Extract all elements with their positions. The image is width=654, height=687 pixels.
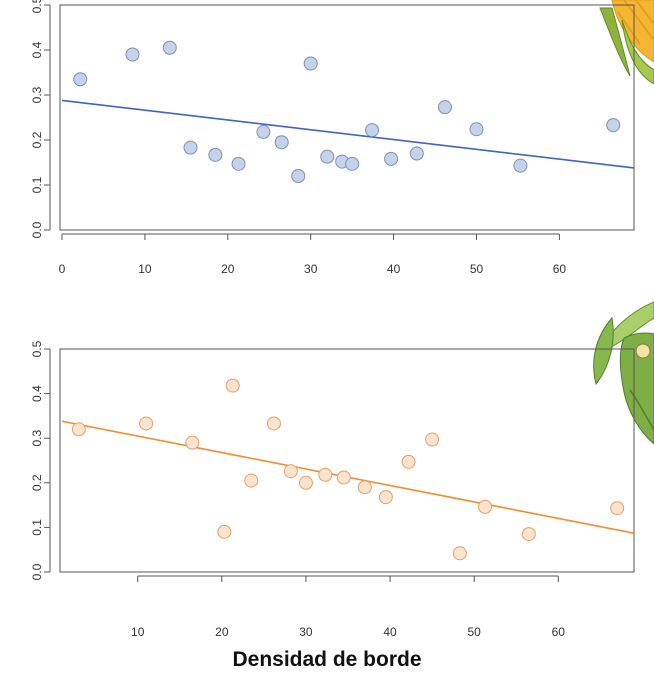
data-points bbox=[71, 378, 625, 561]
data-point bbox=[606, 118, 621, 133]
data-point bbox=[357, 480, 372, 495]
data-point bbox=[231, 156, 246, 171]
y-tick-label: 0.0 bbox=[30, 221, 44, 238]
data-point bbox=[298, 475, 313, 490]
data-point bbox=[217, 524, 232, 539]
trend-line bbox=[61, 99, 634, 169]
data-point bbox=[521, 527, 536, 542]
y-tick-label: 0.2 bbox=[30, 474, 44, 491]
x-tick-label: 0 bbox=[59, 262, 66, 276]
x-tick-label: 10 bbox=[131, 625, 145, 639]
plot-corn: 0.0 0.1 0.2 0.3 0.4 0.5 0 10 20 30 40 50 60 bbox=[30, 0, 635, 276]
data-point bbox=[139, 416, 154, 431]
data-point bbox=[365, 123, 380, 138]
y-tick-label: 0.3 bbox=[30, 86, 44, 103]
x-tick-label: 60 bbox=[552, 625, 566, 639]
x-tick-label: 60 bbox=[553, 262, 567, 276]
x-tick-label: 10 bbox=[138, 262, 152, 276]
y-tick-label: 0.5 bbox=[30, 340, 44, 357]
data-point bbox=[437, 100, 452, 115]
x-tick-label: 30 bbox=[304, 262, 318, 276]
data-point bbox=[71, 422, 86, 437]
y-tick-label: 0.1 bbox=[30, 519, 44, 536]
data-point bbox=[384, 151, 399, 166]
x-tick-label: 20 bbox=[221, 262, 235, 276]
data-point bbox=[125, 47, 140, 62]
x-axis: 0 10 20 30 40 50 60 bbox=[59, 233, 567, 276]
y-tick-label: 0.4 bbox=[30, 385, 44, 402]
data-point bbox=[283, 464, 298, 479]
data-point bbox=[185, 435, 200, 450]
data-point bbox=[452, 546, 467, 561]
data-point bbox=[183, 140, 198, 155]
x-tick-label: 50 bbox=[467, 625, 481, 639]
corn-illustration bbox=[599, 0, 654, 85]
data-point bbox=[303, 56, 318, 71]
data-point bbox=[378, 490, 393, 505]
data-point bbox=[318, 467, 333, 482]
data-point bbox=[478, 499, 493, 514]
data-point bbox=[409, 146, 424, 161]
y-tick-label: 0.1 bbox=[30, 176, 44, 193]
x-tick-label: 40 bbox=[387, 262, 401, 276]
data-point bbox=[256, 124, 271, 139]
data-points bbox=[73, 40, 621, 183]
data-point bbox=[469, 122, 484, 137]
data-point bbox=[162, 40, 177, 55]
y-axis: 0.0 0.1 0.2 0.3 0.4 0.5 bbox=[30, 340, 51, 580]
plot-frame bbox=[59, 348, 635, 573]
data-point bbox=[73, 72, 88, 87]
data-point bbox=[336, 470, 351, 485]
data-point bbox=[320, 149, 335, 164]
y-axis: 0.0 0.1 0.2 0.3 0.4 0.5 bbox=[30, 0, 51, 238]
data-point bbox=[513, 158, 528, 173]
y-tick-label: 0.5 bbox=[30, 0, 44, 13]
data-point bbox=[401, 454, 416, 469]
data-point bbox=[266, 416, 281, 431]
x-tick-label: 30 bbox=[299, 625, 313, 639]
y-tick-label: 0.3 bbox=[30, 430, 44, 447]
data-point bbox=[610, 501, 625, 516]
x-tick-label: 20 bbox=[215, 625, 229, 639]
data-point bbox=[291, 169, 306, 183]
soybean-illustration bbox=[593, 301, 654, 445]
y-tick-label: 0.0 bbox=[30, 563, 44, 580]
data-point bbox=[345, 156, 360, 171]
plot-frame bbox=[59, 4, 635, 231]
y-tick-label: 0.4 bbox=[30, 41, 44, 58]
plot-soybean: 0.0 0.1 0.2 0.3 0.4 0.5 10 20 30 40 50 60 bbox=[30, 340, 635, 639]
data-point bbox=[425, 432, 440, 447]
x-tick-label: 50 bbox=[470, 262, 484, 276]
data-point bbox=[208, 147, 223, 162]
y-tick-label: 0.2 bbox=[30, 131, 44, 148]
data-point bbox=[274, 135, 289, 150]
data-point bbox=[225, 378, 240, 393]
shared-x-axis-label: Densidad de borde bbox=[232, 648, 422, 671]
x-axis: 10 20 30 40 50 60 bbox=[131, 575, 566, 639]
data-point bbox=[244, 473, 259, 488]
x-tick-label: 40 bbox=[383, 625, 397, 639]
